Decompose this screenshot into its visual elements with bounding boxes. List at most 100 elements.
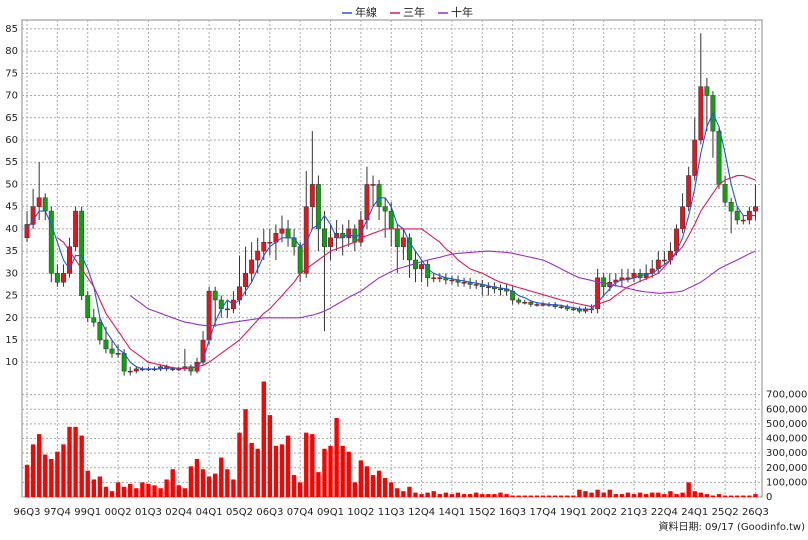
candle-body (394, 228, 400, 247)
volume-bar (267, 415, 273, 497)
candle-body (461, 281, 467, 284)
y-tick-label: 70 (5, 91, 18, 102)
volume-bar (528, 495, 534, 497)
volume-bar (382, 477, 388, 497)
candle-body (67, 246, 72, 274)
x-tick-label: 04Q1 (196, 507, 223, 518)
volume-bar (522, 495, 527, 497)
volume-bar (443, 492, 449, 497)
volume-bar (49, 458, 54, 497)
volume-bar (631, 494, 637, 497)
candle-body (133, 368, 139, 372)
volume-bar (480, 494, 485, 497)
volume-bar (413, 492, 418, 497)
x-tick-label: 12Q4 (408, 507, 435, 518)
x-tick-label: 07Q4 (287, 507, 314, 518)
volume-bar (334, 418, 339, 497)
volume-bar (735, 495, 740, 497)
y2-tick-label: 400,000 (766, 434, 807, 445)
volume-bar (170, 469, 175, 497)
volume-bar (237, 432, 242, 497)
y-tick-label: 45 (5, 202, 18, 213)
candle-body (686, 175, 692, 207)
volume-bar (370, 475, 376, 497)
volume-bar (194, 458, 200, 497)
x-tick-label: 11Q3 (378, 507, 405, 518)
volume-bar (516, 495, 521, 497)
volume-bar (158, 488, 163, 497)
volume-bar (589, 492, 594, 497)
y-tick-label: 20 (5, 313, 18, 324)
volume-bar (121, 486, 127, 497)
candle-body (740, 219, 746, 222)
y2-tick-label: 300,000 (766, 448, 807, 459)
volume-bar (643, 494, 649, 497)
legend-label: 年線 (355, 5, 377, 19)
volume-bar (255, 448, 260, 497)
volume-bar (710, 495, 716, 497)
candle-body (728, 201, 734, 212)
candle-body (261, 241, 267, 252)
volume-bar (461, 494, 467, 497)
volume-bar (91, 479, 97, 497)
candle-body (570, 308, 576, 311)
volume-bar (322, 448, 327, 497)
candle-body (734, 210, 740, 221)
volume-bar (741, 495, 746, 497)
y2-tick-label: 100,000 (766, 477, 807, 488)
candle-body (54, 273, 60, 283)
candle-body (48, 210, 54, 274)
volume-bar (279, 444, 285, 497)
volume-bar (534, 495, 540, 497)
volume-bar (431, 491, 436, 497)
y-tick-label: 50 (5, 179, 18, 190)
candle-body (370, 184, 376, 186)
volume-bar (625, 492, 631, 497)
volume-bar (722, 495, 728, 497)
y-tick-label: 65 (5, 113, 18, 124)
x-tick-label: 25Q2 (712, 507, 739, 518)
candle-body (704, 86, 710, 96)
volume-bar (407, 486, 412, 497)
candle-body (303, 206, 309, 274)
volume-bar (55, 451, 60, 497)
candle-body (516, 299, 522, 303)
x-tick-label: 19Q1 (560, 507, 587, 518)
volume-bar (437, 494, 442, 497)
candle-body (79, 210, 85, 296)
volume-bar (704, 494, 710, 497)
candle-body (698, 86, 704, 141)
candle-body (358, 219, 364, 243)
candle-body (473, 284, 479, 286)
candle-body (601, 277, 607, 287)
legend-label: 十年 (451, 5, 473, 19)
volume-bar (571, 495, 576, 497)
volume-bar (219, 457, 224, 497)
candle-body (249, 259, 255, 274)
volume-bar (686, 482, 691, 497)
y-tick-label: 55 (5, 157, 18, 168)
x-tick-label: 24Q1 (681, 507, 708, 518)
volume-bar (486, 494, 491, 497)
source-note: 資料日期: 09/17 (Goodinfo.tw) (658, 520, 805, 533)
candle-body (400, 237, 406, 247)
volume-bar (698, 492, 704, 497)
volume-bar (61, 444, 66, 497)
volume-bar (231, 479, 236, 497)
volume-bar (619, 494, 625, 497)
volume-bar (352, 482, 358, 497)
y-tick-label: 30 (5, 268, 18, 279)
volume-bar (650, 492, 655, 497)
volume-bar (595, 489, 600, 497)
volume-bar (389, 482, 394, 497)
candle-body (30, 206, 36, 225)
volume-bar (182, 488, 188, 497)
volume-bar (291, 475, 297, 497)
candle-body (419, 264, 425, 270)
candle-body (279, 228, 285, 234)
volume-bar (164, 479, 169, 497)
candle-body (534, 304, 540, 306)
volume-bar (243, 409, 248, 497)
